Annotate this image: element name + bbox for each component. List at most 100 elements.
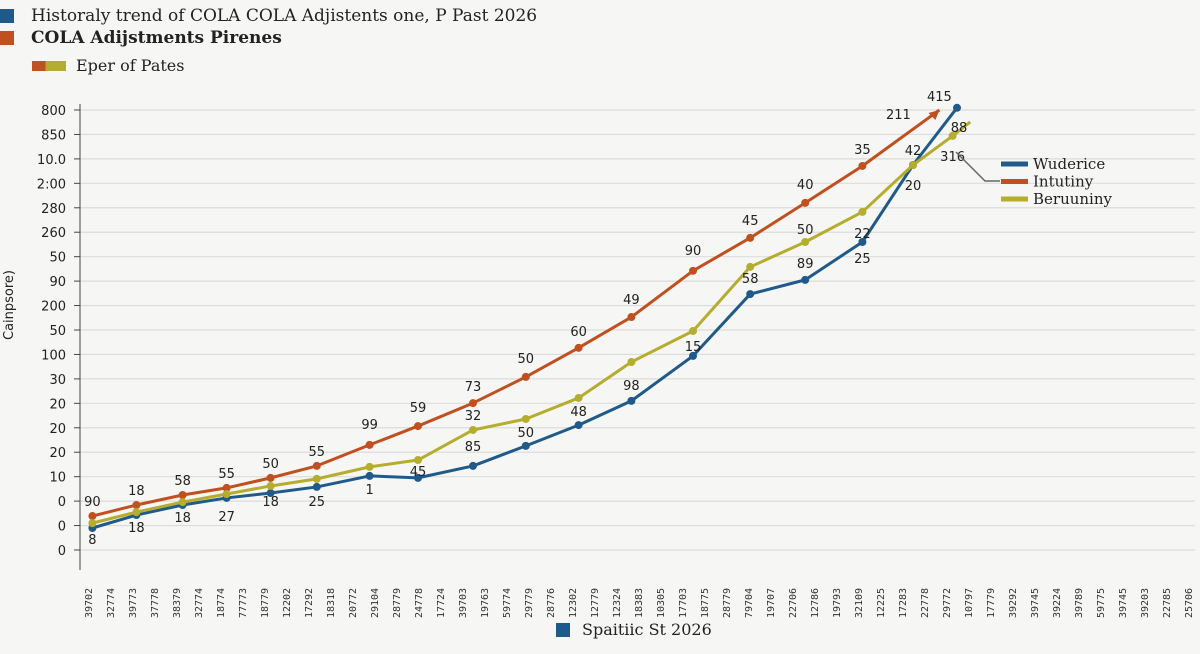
x-tick-label: 17779 (986, 588, 997, 618)
series-line-intutiny (92, 108, 941, 518)
data-point (627, 358, 636, 367)
data-point (312, 482, 321, 491)
data-point (222, 490, 231, 499)
y-tick-label: 30 (49, 373, 66, 388)
x-tick-label: 39702 (84, 588, 95, 618)
data-label: 32 (465, 409, 482, 424)
data-point (521, 441, 530, 450)
x-tick-label: 17724 (436, 588, 447, 618)
x-tick-label: 77773 (238, 588, 249, 618)
footer-label: Spaitiic St 2026 (582, 620, 712, 639)
data-point (689, 326, 697, 335)
chart-title-row: Historaly trend of COLA COLA Adjistents … (0, 6, 537, 26)
data-point (858, 207, 867, 216)
x-axis-title: Spaitiic St 2026 (556, 620, 712, 639)
data-label: 55 (218, 467, 235, 482)
data-label: 90 (685, 244, 702, 259)
x-tick-label: 32109 (854, 588, 865, 618)
x-tick-label: 39224 (1052, 588, 1063, 618)
data-label: 45 (410, 465, 427, 480)
data-point (948, 131, 957, 140)
legend-label: Wuderice (1033, 155, 1105, 173)
data-point (627, 313, 636, 322)
x-tick-label: 12225 (876, 588, 887, 618)
data-label: 48 (570, 405, 587, 420)
chart-subtitle: COLA Adijstments Pirenes (31, 28, 282, 48)
data-label: 22 (854, 227, 871, 242)
y-tick-label: 20 (49, 422, 66, 437)
y-tick-label: 800 (41, 104, 66, 119)
x-tick-label: 10797 (964, 588, 975, 618)
series-group (88, 103, 972, 532)
data-label: 316 (940, 150, 965, 165)
x-tick-label: 12202 (282, 588, 293, 618)
x-tick-label: 28779 (392, 588, 403, 618)
top-legend-swatch (32, 60, 66, 71)
data-label: 60 (570, 325, 587, 340)
x-tick-label: 18775 (700, 588, 711, 618)
data-label: 8 (88, 533, 96, 548)
data-label: 42 (905, 144, 922, 159)
x-tick-label: 32774 (194, 588, 205, 618)
chart-title: Historaly trend of COLA COLA Adjistents … (31, 6, 538, 26)
data-label: 18 (174, 511, 191, 526)
x-tick-label: 59774 (502, 588, 513, 618)
x-tick-label: 39773 (128, 588, 139, 618)
data-point (574, 343, 583, 352)
x-tick-label: 17283 (898, 588, 909, 618)
x-tick-label: 18318 (326, 588, 337, 618)
data-point (266, 489, 275, 498)
x-tick-label: 18774 (216, 588, 227, 618)
data-label: 35 (854, 143, 871, 158)
x-tick-label: 20772 (348, 588, 359, 618)
data-labels: 8 18 18 27 18 25 1 45 85 50 48 98 15 58 89 25 20 88 90 18 58… (84, 90, 967, 548)
y-tick-label: 100 (41, 348, 66, 363)
data-label: 99 (361, 418, 378, 433)
data-point (414, 456, 422, 465)
x-tick-label: 22785 (1162, 588, 1173, 618)
x-tick-label: 12779 (590, 588, 601, 618)
data-label: 45 (742, 214, 759, 229)
x-tick-label: 19793 (832, 588, 843, 618)
data-label: 98 (623, 379, 640, 394)
data-point (469, 461, 477, 470)
data-point (858, 238, 867, 246)
data-point (689, 266, 697, 275)
x-tick-label: 29779 (524, 588, 535, 618)
data-point (801, 198, 810, 207)
y-axis-ticks: 0 0 0 10 20 20 20 30 100 50 200 90 50 260 280 2:00 10.0 8… (37, 104, 80, 559)
data-label: 85 (465, 440, 482, 455)
data-point (801, 238, 810, 246)
data-label: 50 (797, 223, 814, 238)
data-point (414, 422, 422, 431)
x-tick-label: 18383 (634, 588, 645, 618)
data-point (521, 414, 530, 423)
data-point (88, 512, 97, 521)
legend-leader-line (955, 151, 1000, 182)
data-point (222, 483, 231, 492)
x-tick-label: 39745 (1118, 588, 1129, 618)
data-label: 88 (951, 121, 968, 136)
data-point (365, 440, 374, 449)
data-point (88, 519, 97, 528)
top-legend: Eper of Pates (32, 56, 184, 75)
data-label: 50 (262, 457, 279, 472)
y-tick-label: 0 (58, 544, 66, 559)
x-tick-label: 24778 (414, 588, 425, 618)
data-label: 58 (742, 272, 759, 287)
data-point (365, 462, 374, 471)
data-label: 59 (410, 401, 427, 416)
y-tick-label: 90 (49, 275, 66, 290)
data-point (574, 421, 583, 430)
data-point (953, 103, 961, 112)
series-line-wuderice (91, 106, 959, 530)
data-point (746, 290, 755, 299)
y-tick-label: 200 (41, 300, 66, 315)
x-tick-label: 37778 (150, 588, 161, 618)
data-point (266, 481, 275, 490)
x-tick-label: 28779 (722, 588, 733, 618)
x-tick-label: 10305 (656, 588, 667, 618)
x-tick-label: 59775 (1096, 588, 1107, 618)
